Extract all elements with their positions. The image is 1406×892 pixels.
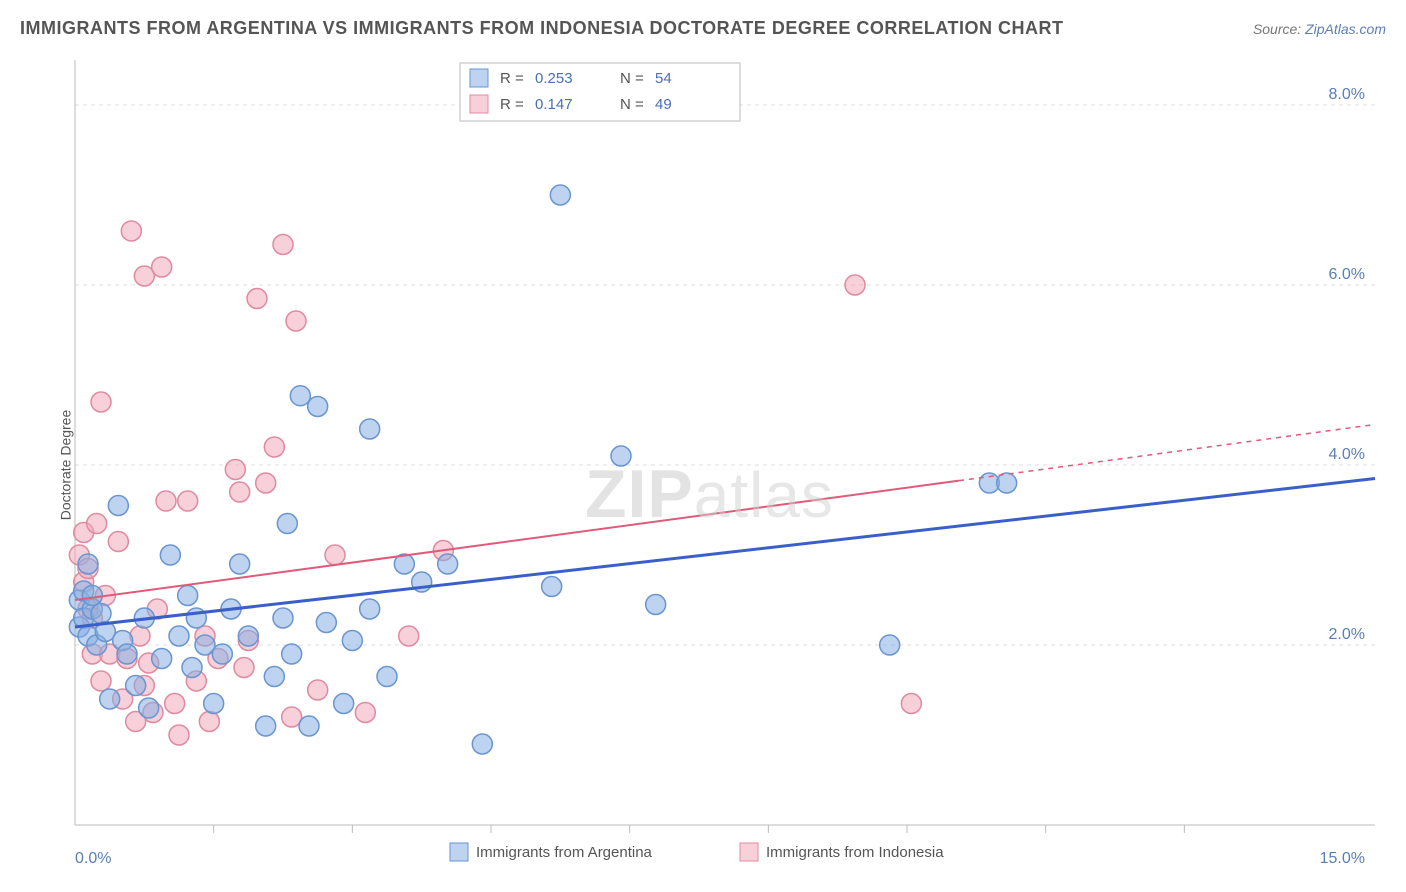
point-indonesia: [247, 289, 267, 309]
point-argentina: [182, 658, 202, 678]
point-argentina: [256, 716, 276, 736]
legend-label: Immigrants from Argentina: [476, 844, 653, 861]
y-tick-label: 6.0%: [1329, 266, 1365, 283]
point-indonesia: [399, 626, 419, 646]
legend-swatch: [450, 843, 468, 861]
stats-n-value: 54: [655, 70, 672, 87]
point-argentina: [360, 419, 380, 439]
point-argentina: [100, 689, 120, 709]
regression-line-argentina: [75, 479, 1375, 628]
point-argentina: [542, 577, 562, 597]
point-argentina: [308, 397, 328, 417]
y-tick-label: 2.0%: [1329, 626, 1365, 643]
point-argentina: [360, 599, 380, 619]
stats-n-label: N =: [620, 96, 644, 113]
point-indonesia: [286, 311, 306, 331]
point-indonesia: [91, 671, 111, 691]
stats-r-label: R =: [500, 96, 524, 113]
point-indonesia: [178, 491, 198, 511]
scatter-chart: 2.0% 4.0% 6.0% 8.0% 0.0% 15.0% R = 0.253 N = 54 R …: [20, 55, 1386, 875]
point-indonesia: [121, 221, 141, 241]
point-argentina: [238, 626, 258, 646]
stats-n-value: 49: [655, 96, 672, 113]
point-argentina: [880, 635, 900, 655]
point-argentina: [290, 386, 310, 406]
point-indonesia: [91, 392, 111, 412]
point-indonesia: [273, 235, 293, 255]
point-indonesia: [108, 532, 128, 552]
stats-swatch: [470, 95, 488, 113]
source-prefix: Source:: [1253, 21, 1305, 37]
point-indonesia: [169, 725, 189, 745]
point-indonesia: [308, 680, 328, 700]
point-argentina: [646, 595, 666, 615]
x-tick-label: 0.0%: [75, 850, 111, 867]
point-argentina: [139, 698, 159, 718]
point-argentina: [316, 613, 336, 633]
point-argentina: [117, 644, 137, 664]
point-argentina: [342, 631, 362, 651]
point-argentina: [282, 644, 302, 664]
legend-label: Immigrants from Indonesia: [766, 844, 944, 861]
point-argentina: [472, 734, 492, 754]
point-indonesia: [87, 514, 107, 534]
point-argentina: [126, 676, 146, 696]
legend-swatch: [740, 843, 758, 861]
point-indonesia: [845, 275, 865, 295]
point-argentina: [108, 496, 128, 516]
point-argentina: [550, 185, 570, 205]
point-indonesia: [355, 703, 375, 723]
stats-r-label: R =: [500, 70, 524, 87]
point-argentina: [178, 586, 198, 606]
point-argentina: [230, 554, 250, 574]
point-argentina: [264, 667, 284, 687]
stats-r-value: 0.147: [535, 96, 573, 113]
point-argentina: [299, 716, 319, 736]
x-tick-label: 15.0%: [1320, 850, 1365, 867]
point-indonesia: [225, 460, 245, 480]
y-axis-label: Doctorate Degree: [57, 410, 73, 521]
point-argentina: [204, 694, 224, 714]
point-indonesia: [256, 473, 276, 493]
point-indonesia: [199, 712, 219, 732]
point-indonesia: [234, 658, 254, 678]
source-link[interactable]: ZipAtlas.com: [1305, 21, 1386, 37]
chart-header: IMMIGRANTS FROM ARGENTINA VS IMMIGRANTS …: [20, 18, 1386, 39]
point-argentina: [160, 545, 180, 565]
y-tick-label: 8.0%: [1329, 86, 1365, 103]
point-argentina: [78, 554, 98, 574]
point-indonesia: [156, 491, 176, 511]
stats-n-label: N =: [620, 70, 644, 87]
chart-title: IMMIGRANTS FROM ARGENTINA VS IMMIGRANTS …: [20, 18, 1063, 39]
point-indonesia: [165, 694, 185, 714]
y-tick-label: 4.0%: [1329, 446, 1365, 463]
point-argentina: [152, 649, 172, 669]
point-argentina: [334, 694, 354, 714]
stats-r-value: 0.253: [535, 70, 573, 87]
point-indonesia: [152, 257, 172, 277]
point-argentina: [438, 554, 458, 574]
point-argentina: [212, 644, 232, 664]
point-argentina: [169, 626, 189, 646]
point-indonesia: [264, 437, 284, 457]
regression-line-dash-indonesia: [959, 425, 1375, 481]
chart-source: Source: ZipAtlas.com: [1253, 21, 1386, 37]
point-argentina: [611, 446, 631, 466]
chart-area: Doctorate Degree 2.0% 4.0% 6.0% 8.0% 0.0% 15.…: [20, 55, 1386, 875]
point-argentina: [273, 608, 293, 628]
point-indonesia: [230, 482, 250, 502]
point-argentina: [277, 514, 297, 534]
stats-swatch: [470, 69, 488, 87]
point-indonesia: [901, 694, 921, 714]
point-indonesia: [325, 545, 345, 565]
point-argentina: [997, 473, 1017, 493]
point-argentina: [377, 667, 397, 687]
point-argentina: [82, 586, 102, 606]
point-argentina: [91, 604, 111, 624]
